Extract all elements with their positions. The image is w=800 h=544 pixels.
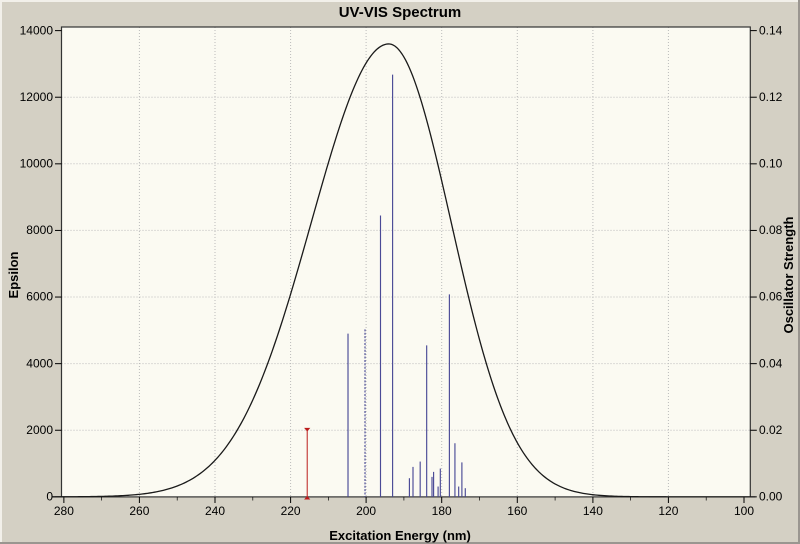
svg-text:4000: 4000 — [26, 356, 53, 370]
svg-text:Oscillator Strength: Oscillator Strength — [781, 216, 796, 333]
svg-text:0.12: 0.12 — [759, 90, 783, 104]
svg-text:Epsilon: Epsilon — [6, 251, 21, 298]
svg-text:180: 180 — [432, 504, 452, 518]
svg-text:0.06: 0.06 — [759, 290, 783, 304]
svg-text:14000: 14000 — [20, 23, 54, 37]
svg-text:100: 100 — [734, 504, 754, 518]
svg-text:240: 240 — [205, 504, 225, 518]
svg-text:140: 140 — [583, 504, 603, 518]
svg-text:0.00: 0.00 — [759, 490, 783, 504]
svg-text:8000: 8000 — [26, 223, 53, 237]
svg-text:120: 120 — [658, 504, 678, 518]
svg-text:0: 0 — [46, 490, 53, 504]
svg-text:2000: 2000 — [26, 423, 53, 437]
svg-text:220: 220 — [281, 504, 301, 518]
svg-text:0.08: 0.08 — [759, 223, 783, 237]
svg-text:0.14: 0.14 — [759, 23, 783, 37]
svg-text:Excitation Energy (nm): Excitation Energy (nm) — [329, 528, 471, 543]
svg-text:160: 160 — [507, 504, 527, 518]
svg-text:10000: 10000 — [20, 157, 54, 171]
svg-text:260: 260 — [129, 504, 149, 518]
svg-text:12000: 12000 — [20, 90, 54, 104]
svg-text:UV-VIS Spectrum: UV-VIS Spectrum — [339, 4, 462, 21]
svg-text:0.02: 0.02 — [759, 423, 783, 437]
svg-text:0.04: 0.04 — [759, 356, 783, 370]
svg-text:280: 280 — [54, 504, 74, 518]
svg-text:200: 200 — [356, 504, 376, 518]
svg-text:0.10: 0.10 — [759, 157, 783, 171]
svg-text:6000: 6000 — [26, 290, 53, 304]
